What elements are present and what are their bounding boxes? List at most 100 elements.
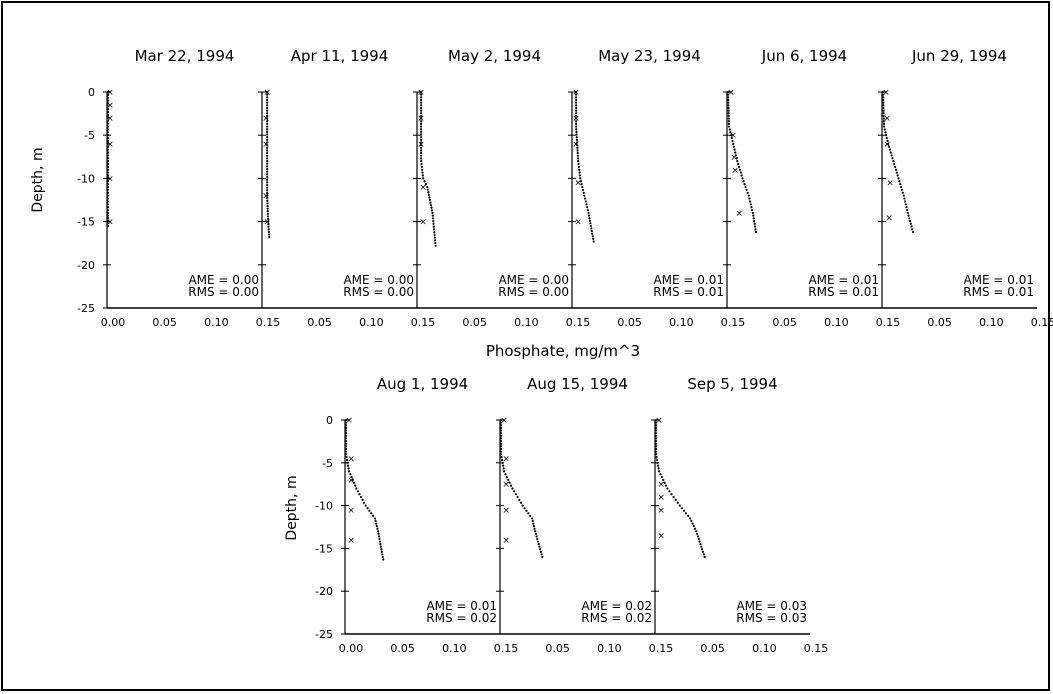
model-point bbox=[106, 116, 110, 120]
model-point bbox=[266, 207, 269, 210]
y-tick-label: 0 bbox=[326, 414, 333, 427]
model-point bbox=[106, 222, 110, 225]
model-point bbox=[348, 470, 351, 473]
model-point bbox=[576, 157, 580, 160]
ame-stat: AME = 0.00 bbox=[188, 273, 259, 287]
model-point bbox=[420, 160, 423, 163]
model-point bbox=[266, 170, 269, 173]
model-point bbox=[266, 109, 269, 112]
model-point bbox=[106, 128, 110, 131]
model-point bbox=[745, 188, 748, 192]
panel-title: Aug 1, 1994 bbox=[377, 375, 468, 393]
model-point bbox=[727, 112, 730, 115]
model-point bbox=[692, 525, 695, 528]
model-point bbox=[266, 122, 269, 126]
model-point bbox=[380, 548, 383, 551]
model-point bbox=[376, 527, 379, 530]
model-point bbox=[266, 183, 269, 187]
observed-point: × bbox=[263, 88, 271, 98]
model-point bbox=[590, 230, 593, 233]
model-point bbox=[344, 447, 348, 451]
model-point bbox=[428, 198, 432, 202]
observed-point: × bbox=[262, 114, 270, 124]
model-point bbox=[678, 504, 681, 507]
model-point bbox=[364, 504, 367, 507]
model-point bbox=[882, 112, 885, 115]
model-point bbox=[730, 136, 733, 140]
model-point bbox=[892, 160, 895, 163]
observed-point: × bbox=[106, 218, 114, 228]
model-point bbox=[106, 151, 110, 154]
model-point bbox=[699, 543, 702, 546]
model-point bbox=[750, 206, 753, 209]
model-point bbox=[664, 484, 668, 487]
model-point bbox=[701, 550, 705, 553]
panel-title: Jun 6, 1994 bbox=[761, 47, 847, 65]
model-point bbox=[431, 211, 434, 215]
model-point bbox=[268, 236, 271, 239]
model-point bbox=[654, 450, 658, 453]
model-point bbox=[727, 104, 730, 107]
panel-title: Jun 29, 1994 bbox=[911, 47, 1007, 65]
model-point bbox=[575, 141, 579, 144]
model-point bbox=[266, 152, 269, 155]
model-point bbox=[575, 130, 578, 133]
model-point bbox=[106, 105, 110, 108]
model-point bbox=[900, 188, 904, 192]
model-point bbox=[420, 101, 423, 104]
model-point bbox=[654, 439, 658, 443]
model-point bbox=[751, 208, 754, 212]
x-tick-label: 0.15 bbox=[411, 316, 436, 329]
observed-point: × bbox=[106, 140, 114, 150]
x-tick-label: 0.10 bbox=[514, 316, 539, 329]
model-point bbox=[431, 217, 435, 220]
model-point bbox=[267, 223, 270, 226]
model-point bbox=[372, 514, 375, 517]
model-point bbox=[882, 106, 885, 110]
model-point bbox=[427, 193, 430, 196]
model-point bbox=[534, 532, 537, 535]
model-point bbox=[575, 122, 578, 126]
model-point bbox=[754, 230, 758, 234]
ame-stat: AME = 0.01 bbox=[808, 273, 879, 287]
model-point bbox=[499, 434, 503, 437]
model-point bbox=[536, 540, 540, 543]
model-point bbox=[727, 109, 730, 112]
model-point bbox=[266, 146, 269, 149]
model-point bbox=[426, 185, 429, 189]
model-point bbox=[728, 128, 731, 131]
model-point bbox=[267, 228, 270, 231]
observed-point: × bbox=[262, 140, 270, 150]
model-point bbox=[583, 197, 587, 200]
observed-point: × bbox=[574, 218, 582, 228]
model-point bbox=[422, 177, 425, 180]
model-point bbox=[902, 194, 905, 197]
model-point bbox=[502, 467, 505, 470]
model-point bbox=[908, 217, 911, 220]
model-point bbox=[735, 157, 738, 160]
observed-point: × bbox=[657, 506, 665, 516]
model-point bbox=[530, 517, 534, 520]
profile-panel: Sep 5, 1994 0.05 0.10 0.15 × × × × × AME = 0.03RM… bbox=[651, 375, 828, 655]
model-point bbox=[908, 220, 912, 223]
model-point bbox=[266, 167, 269, 171]
model-point bbox=[267, 225, 270, 228]
model-point bbox=[432, 220, 435, 223]
model-point bbox=[266, 217, 270, 221]
model-point bbox=[578, 171, 581, 174]
y-axis-label-top: Depth, m bbox=[30, 147, 46, 212]
model-point bbox=[426, 188, 429, 191]
model-point bbox=[654, 447, 658, 451]
observed-point: × bbox=[572, 140, 580, 150]
model-point bbox=[889, 151, 892, 154]
model-point bbox=[533, 527, 536, 530]
model-point bbox=[499, 437, 503, 440]
model-point bbox=[266, 101, 269, 104]
model-point bbox=[537, 543, 540, 546]
model-point bbox=[379, 545, 382, 548]
observed-point: × bbox=[655, 416, 663, 426]
model-point bbox=[420, 125, 423, 128]
model-point bbox=[420, 128, 423, 131]
observed-point: × bbox=[502, 480, 510, 490]
model-point bbox=[106, 139, 110, 143]
